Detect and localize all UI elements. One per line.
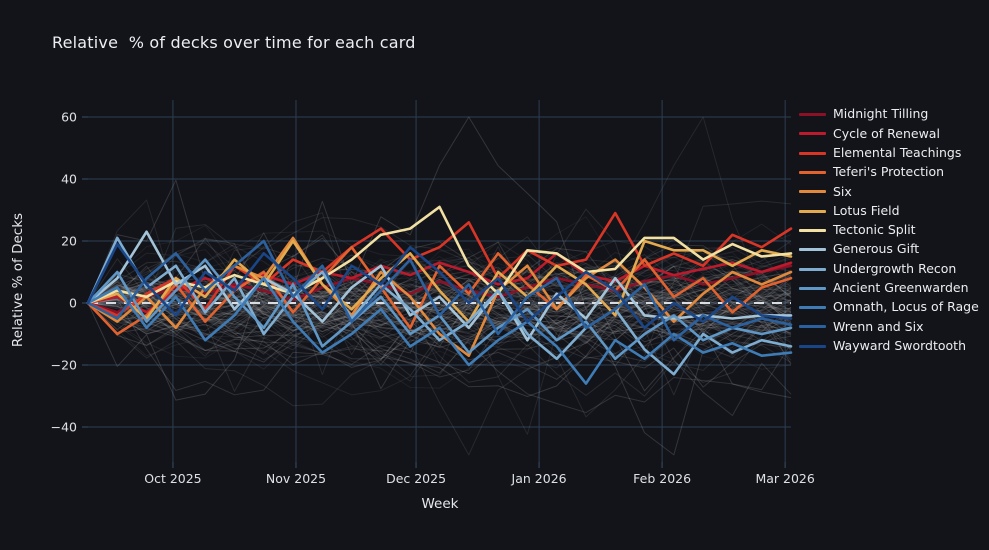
legend-label: Ancient Greenwarden [833,280,969,296]
series-line-cycle-of-renewal[interactable] [86,252,793,314]
legend-label: Generous Gift [833,241,920,257]
y-tick-label: 20 [61,234,77,249]
legend-swatch-undergrowth-recon [799,267,826,271]
series-line-teferi-s-protection[interactable] [86,245,793,336]
y-tick-label: 60 [61,110,77,125]
legend-swatch-lotus-field [799,209,826,213]
legend-swatch-six [799,190,826,194]
legend-label: Six [833,183,852,199]
legend-item-cycle-of-renewal[interactable]: Cycle of Renewal [799,124,979,143]
x-tick-label: Feb 2026 [633,471,691,486]
legend-item-omnath-locus-of-rage[interactable]: Omnath, Locus of Rage [799,298,979,317]
series-lines [86,205,793,385]
legend-item-ancient-greenwarden[interactable]: Ancient Greenwarden [799,279,979,298]
legend-swatch-ancient-greenwarden [799,286,826,290]
legend-label: Elemental Teachings [833,144,962,160]
legend-item-elemental-teachings[interactable]: Elemental Teachings [799,144,979,163]
x-tick-label: Oct 2025 [144,471,201,486]
series-line-wayward-swordtooth[interactable] [86,242,793,330]
x-tick-label: Mar 2026 [755,471,814,486]
legend-swatch-teferi-s-protection [799,171,826,175]
legend-item-wrenn-and-six[interactable]: Wrenn and Six [799,317,979,336]
legend-label: Undergrowth Recon [833,260,957,276]
chart-title: Relative % of decks over time for each c… [52,33,416,52]
legend-item-tectonic-split[interactable]: Tectonic Split [799,221,979,240]
legend-swatch-midnight-tilling [799,113,826,117]
x-tick-label: Dec 2025 [386,471,446,486]
legend-label: Lotus Field [833,202,900,218]
legend-item-lotus-field[interactable]: Lotus Field [799,201,979,220]
legend-swatch-tectonic-split [799,228,826,232]
legend-label: Tectonic Split [833,222,916,238]
legend-swatch-cycle-of-renewal [799,132,826,136]
legend: Midnight Tilling Cycle of Renewal Elementa… [799,105,979,356]
series-line-elemental-teachings[interactable] [86,211,793,317]
series-line-undergrowth-recon[interactable] [86,236,793,376]
legend-swatch-wayward-swordtooth [799,344,826,348]
y-tick-label: 0 [69,296,77,311]
legend-label: Wrenn and Six [833,318,924,334]
legend-swatch-wrenn-and-six [799,325,826,329]
legend-item-wayward-swordtooth[interactable]: Wayward Swordtooth [799,337,979,356]
series-line-lotus-field[interactable] [86,239,793,323]
y-tick-label: 40 [61,172,77,187]
x-axis-title: Week [421,496,459,512]
legend-label: Midnight Tilling [833,106,929,122]
legend-item-six[interactable]: Six [799,182,979,201]
y-tick-label: −20 [51,358,77,373]
x-tick-label: Jan 2026 [511,471,567,486]
legend-item-midnight-tilling[interactable]: Midnight Tilling [799,105,979,124]
legend-swatch-generous-gift [799,248,826,252]
legend-label: Teferi's Protection [833,164,945,180]
x-tick-label: Nov 2025 [266,471,326,486]
legend-item-undergrowth-recon[interactable]: Undergrowth Recon [799,259,979,278]
legend-label: Omnath, Locus of Rage [833,299,979,315]
legend-swatch-elemental-teachings [799,151,826,155]
y-tick-label: −40 [51,420,77,435]
legend-item-teferi-s-protection[interactable]: Teferi's Protection [799,163,979,182]
series-line-wrenn-and-six[interactable] [86,239,793,342]
series-line-tectonic-split[interactable] [86,205,793,305]
series-line-omnath-locus-of-rage[interactable] [86,276,793,385]
legend-label: Cycle of Renewal [833,125,940,141]
series-line-generous-gift[interactable] [86,230,793,342]
legend-label: Wayward Swordtooth [833,337,967,353]
legend-item-generous-gift[interactable]: Generous Gift [799,240,979,259]
legend-swatch-omnath-locus-of-rage [799,306,826,310]
